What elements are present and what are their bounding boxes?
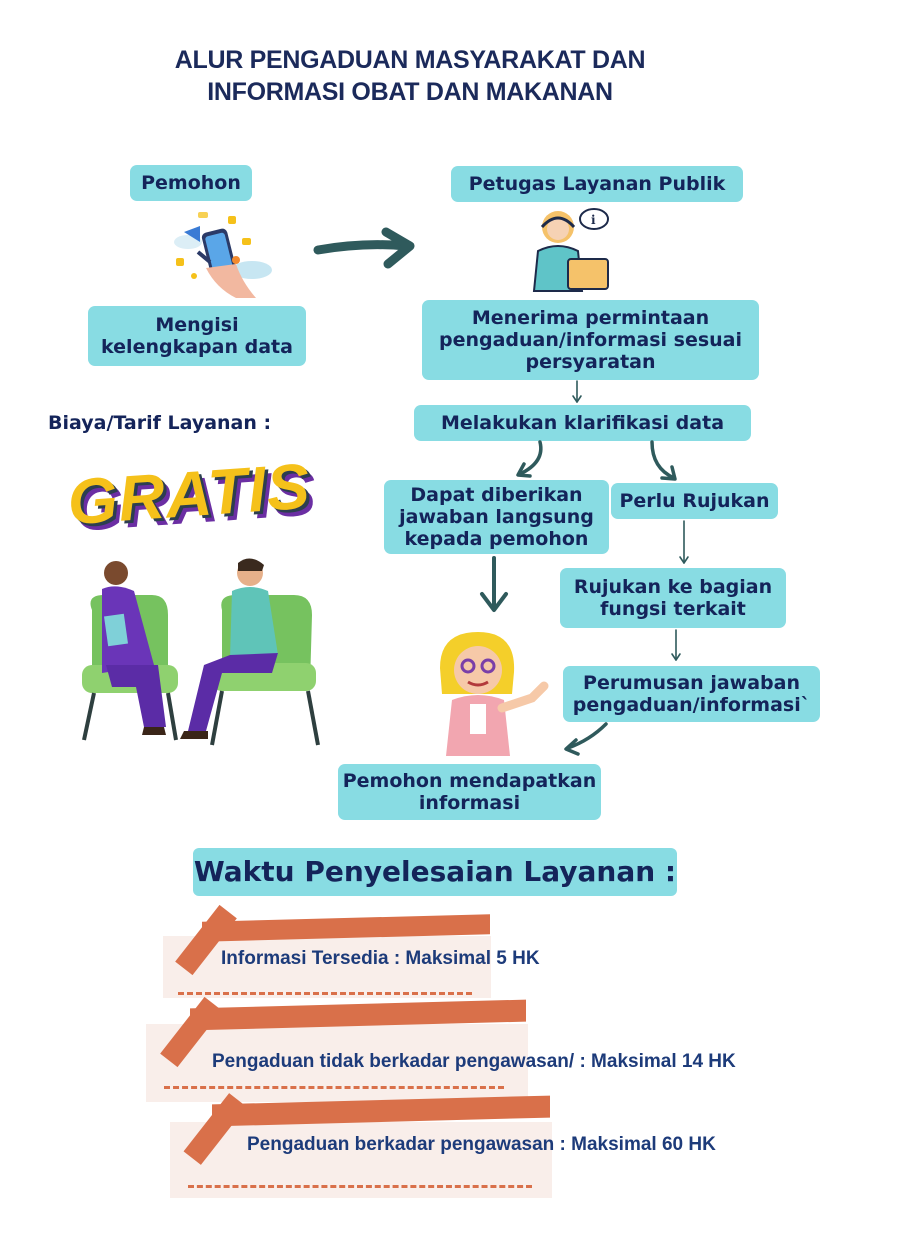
perumusan-box: Perumusan jawaban pengaduan/informasi` [563,666,820,722]
title-line-2: INFORMASI OBAT DAN MAKANAN [207,78,613,106]
consultation-illustration [82,558,320,746]
arrow-klarifikasi-to-rujukan [650,440,676,480]
waktu-item-1-underline [178,992,472,995]
cartoon-woman-illustration [440,632,549,756]
pemohon-mendapatkan-box: Pemohon mendapatkan informasi [338,764,601,820]
waktu-item-1: Informasi Tersedia : Maksimal 5 HK [221,948,540,969]
svg-text:i: i [591,213,596,227]
waktu-item-2-underline [164,1086,504,1089]
waktu-item-1-background [163,936,491,998]
page-title: ALUR PENGADUAN MASYARAKAT DAN INFORMASI … [90,44,730,108]
waktu-item-2-background [146,1024,528,1102]
arrow-perumusan-to-pemohon [566,722,608,750]
title-line-1: ALUR PENGADUAN MASYARAKAT DAN [174,46,646,74]
phone-notifications-illustration [174,212,272,298]
waktu-item-2: Pengaduan tidak berkadar pengawasan/ : M… [212,1051,736,1072]
waktu-item-3-underline [188,1185,532,1188]
rujukan-bagian-box: Rujukan ke bagian fungsi terkait [560,568,786,628]
pemohon-label: Pemohon [130,165,252,201]
waktu-heading: Waktu Penyelesaian Layanan : [193,848,677,896]
mengisi-kelengkapan-box: Mengisi kelengkapan data [88,306,306,366]
biaya-label: Biaya/Tarif Layanan : [48,412,272,434]
arrow-klarifikasi-to-jawaban [518,440,543,476]
klarifikasi-box: Melakukan klarifikasi data [414,405,751,441]
main-flow-arrow [313,227,415,269]
waktu-item-3: Pengaduan berkadar pengawasan : Maksimal… [247,1134,716,1155]
jawaban-langsung-box: Dapat diberikan jawaban langsung kepada … [384,480,609,554]
service-officer-icon: i [532,208,609,292]
petugas-box: Petugas Layanan Publik [451,166,743,202]
menerima-box: Menerima permintaan pengaduan/informasi … [422,300,759,380]
perlu-rujukan-box: Perlu Rujukan [611,483,778,519]
